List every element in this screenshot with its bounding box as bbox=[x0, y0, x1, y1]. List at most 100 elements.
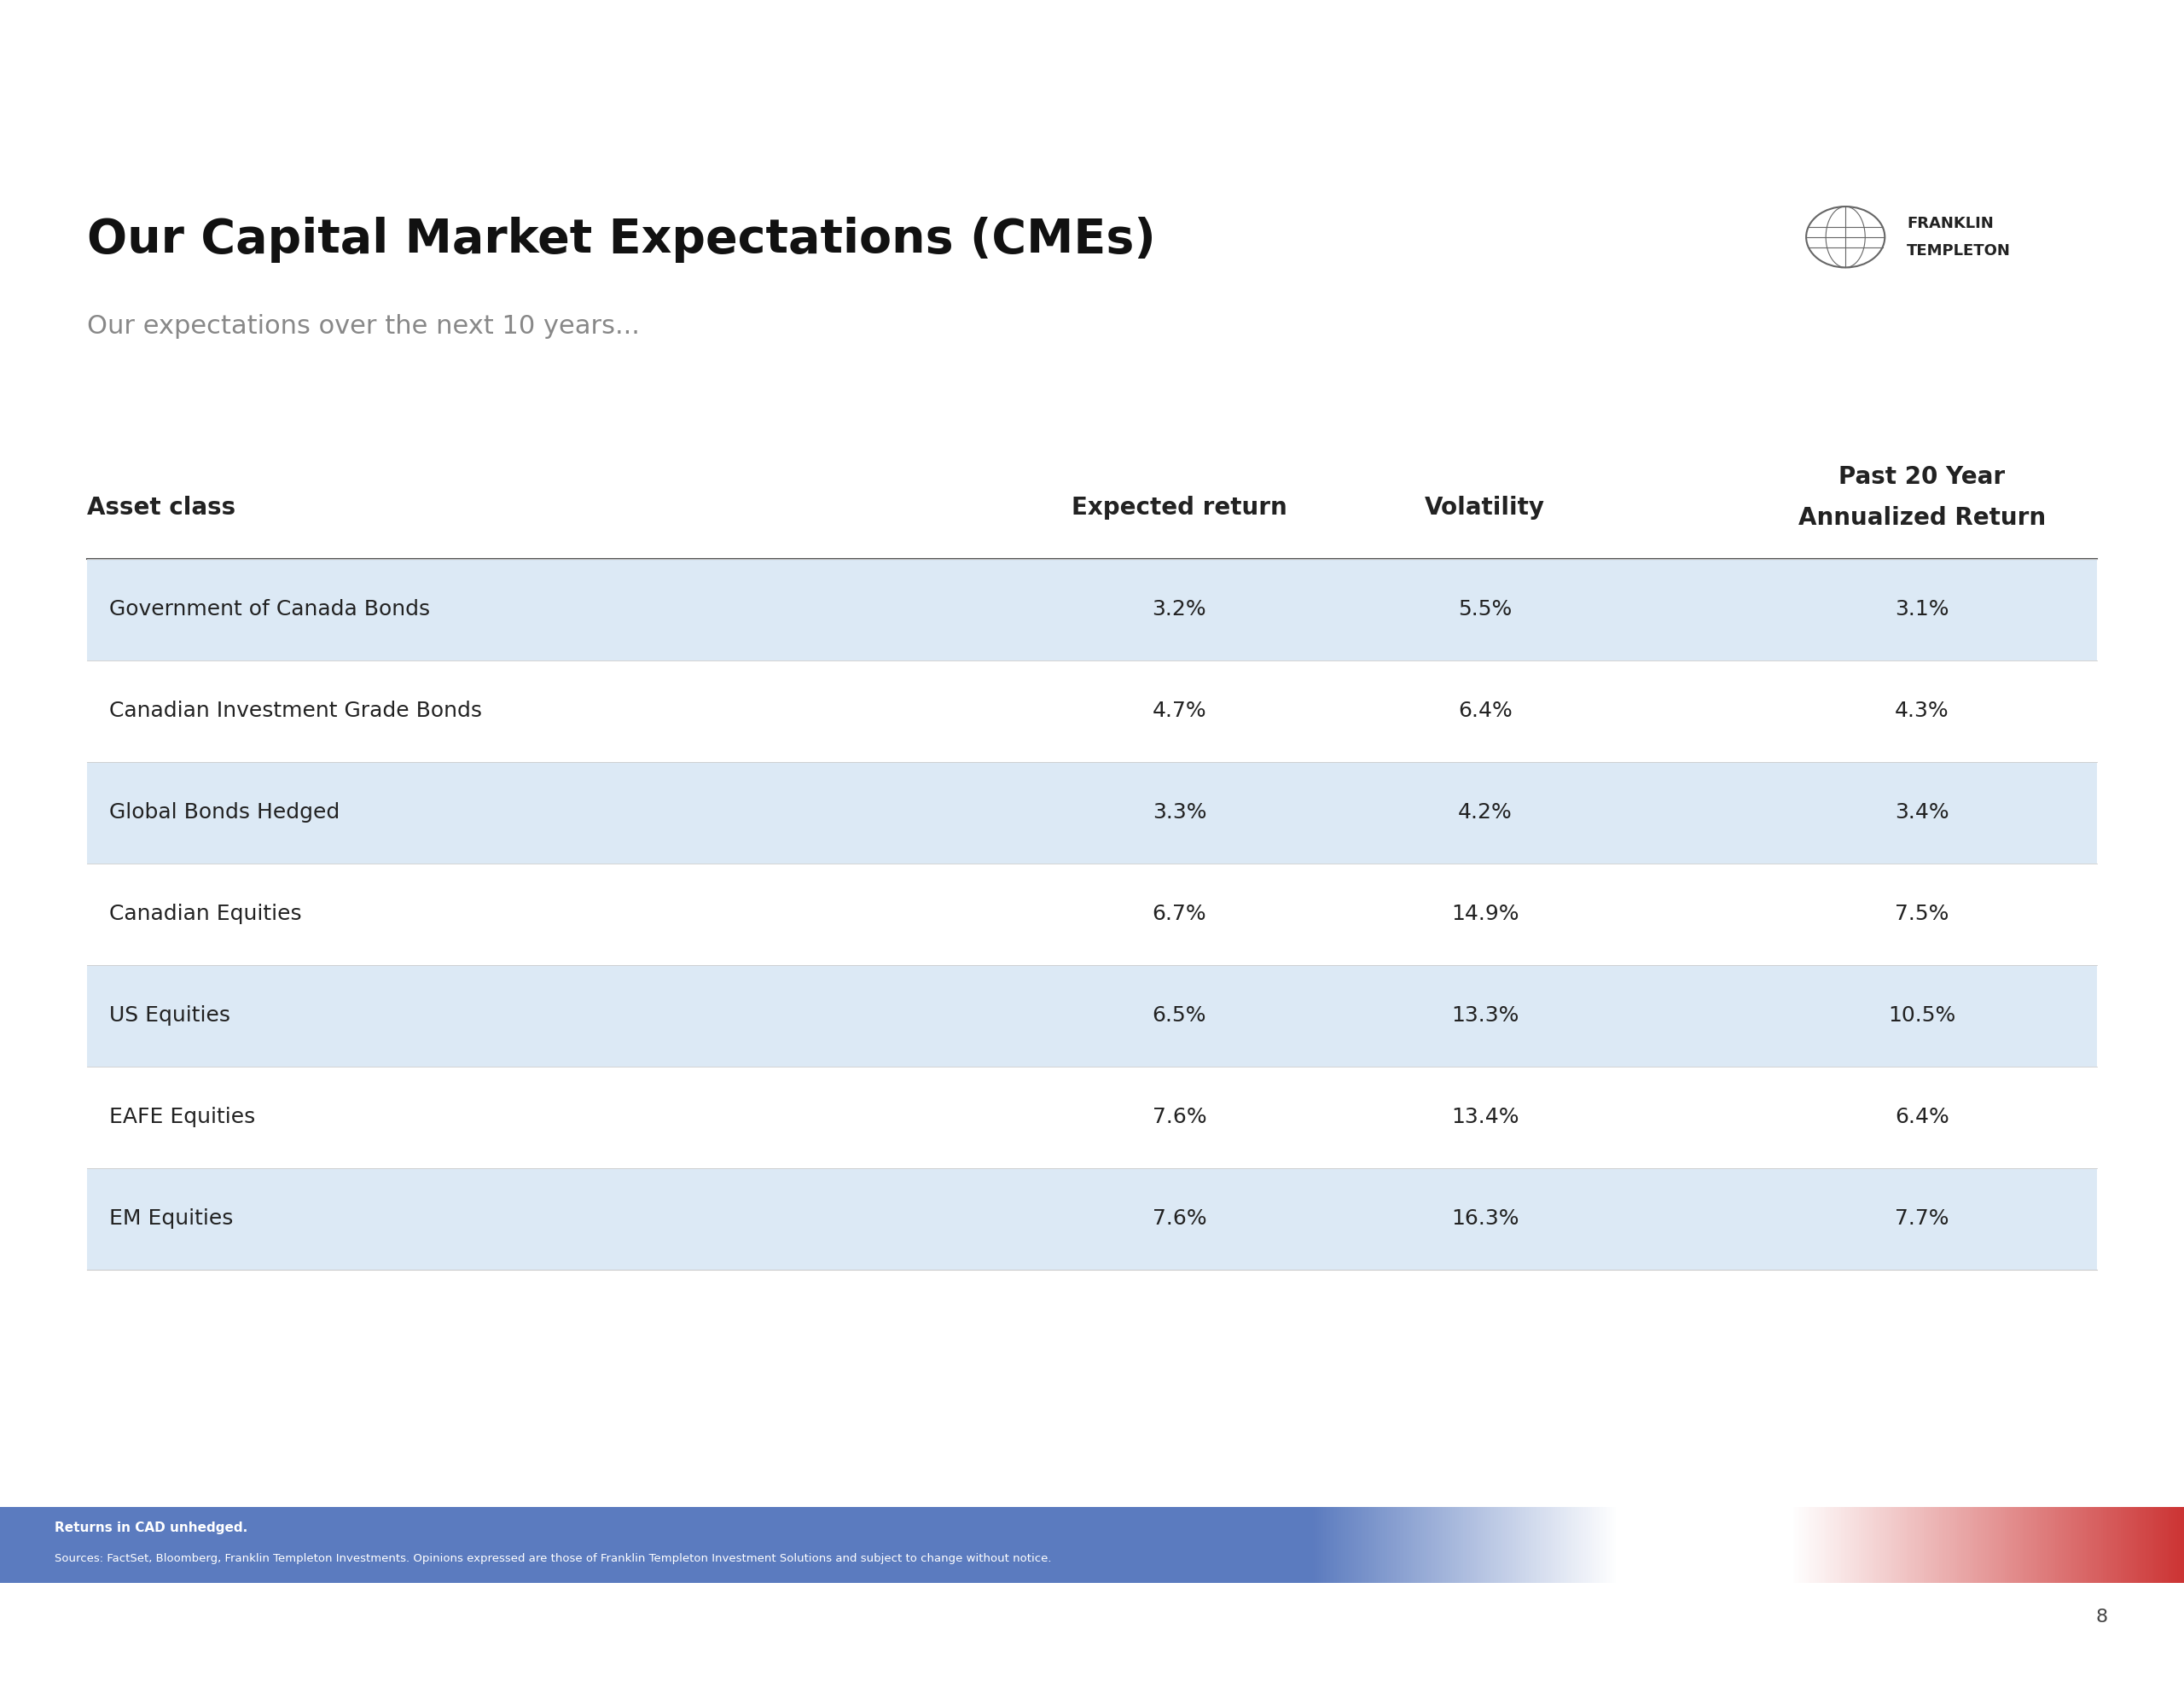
Bar bbox=[1559, 1507, 1564, 1583]
Text: 4.7%: 4.7% bbox=[1153, 701, 1206, 721]
Bar bbox=[1597, 1507, 1601, 1583]
Bar bbox=[1455, 1507, 1459, 1583]
Bar bbox=[1450, 1507, 1455, 1583]
Bar bbox=[2009, 1507, 2014, 1583]
Bar bbox=[2134, 1507, 2138, 1583]
Bar bbox=[87, 762, 2097, 863]
Bar bbox=[1900, 1507, 1904, 1583]
Bar bbox=[1396, 1507, 1400, 1583]
Bar bbox=[1470, 1507, 1474, 1583]
Bar bbox=[1516, 1507, 1520, 1583]
Bar bbox=[2158, 1507, 2162, 1583]
Bar bbox=[1684, 1507, 1688, 1583]
Text: 10.5%: 10.5% bbox=[1889, 1006, 1955, 1026]
Bar bbox=[2049, 1507, 2053, 1583]
Bar bbox=[1476, 1507, 1481, 1583]
Bar bbox=[1970, 1507, 1974, 1583]
Text: Annualized Return: Annualized Return bbox=[1797, 506, 2046, 530]
Bar bbox=[2033, 1507, 2038, 1583]
Text: 6.4%: 6.4% bbox=[1896, 1107, 1948, 1128]
Bar bbox=[1804, 1507, 1808, 1583]
Bar bbox=[1896, 1507, 1900, 1583]
Bar bbox=[1913, 1507, 1918, 1583]
Bar bbox=[1690, 1507, 1695, 1583]
Bar bbox=[1662, 1507, 1666, 1583]
Bar bbox=[1481, 1507, 1485, 1583]
Text: Our Capital Market Expectations (CMEs): Our Capital Market Expectations (CMEs) bbox=[87, 217, 1155, 262]
Bar bbox=[1575, 1507, 1579, 1583]
Bar bbox=[2079, 1507, 2084, 1583]
Bar bbox=[2084, 1507, 2088, 1583]
Bar bbox=[2011, 1507, 2016, 1583]
Bar bbox=[1385, 1507, 1389, 1583]
Bar bbox=[2035, 1507, 2040, 1583]
Bar bbox=[1398, 1507, 1402, 1583]
Bar bbox=[1507, 1507, 1511, 1583]
Bar bbox=[2136, 1507, 2140, 1583]
Bar bbox=[1922, 1507, 1926, 1583]
Bar bbox=[1326, 1507, 1330, 1583]
Bar bbox=[2125, 1507, 2129, 1583]
Bar bbox=[1937, 1507, 1942, 1583]
Bar bbox=[1623, 1507, 1627, 1583]
Bar bbox=[1926, 1507, 1931, 1583]
Bar bbox=[1738, 1507, 1743, 1583]
Bar bbox=[1310, 1507, 1315, 1583]
Bar bbox=[1878, 1507, 1883, 1583]
Bar bbox=[1317, 1507, 1321, 1583]
Bar bbox=[1356, 1507, 1361, 1583]
Bar bbox=[1354, 1507, 1358, 1583]
Bar bbox=[2129, 1507, 2134, 1583]
Bar bbox=[1824, 1507, 1828, 1583]
Bar bbox=[1601, 1507, 1605, 1583]
Bar bbox=[1865, 1507, 1870, 1583]
Bar bbox=[1845, 1507, 1850, 1583]
Bar bbox=[2138, 1507, 2143, 1583]
Bar bbox=[1614, 1507, 1618, 1583]
Bar bbox=[1872, 1507, 1876, 1583]
Bar bbox=[1361, 1507, 1365, 1583]
Bar bbox=[1948, 1507, 1952, 1583]
Bar bbox=[1367, 1507, 1372, 1583]
Bar bbox=[1483, 1507, 1487, 1583]
Bar bbox=[1313, 1507, 1317, 1583]
Bar bbox=[1904, 1507, 1909, 1583]
Bar bbox=[1911, 1507, 1915, 1583]
Bar bbox=[2127, 1507, 2132, 1583]
Bar bbox=[1972, 1507, 1977, 1583]
Bar bbox=[1348, 1507, 1352, 1583]
Bar bbox=[1393, 1507, 1398, 1583]
Bar bbox=[1907, 1507, 1911, 1583]
Bar bbox=[1918, 1507, 1922, 1583]
Bar bbox=[2147, 1507, 2151, 1583]
Bar bbox=[1985, 1507, 1990, 1583]
Text: 6.7%: 6.7% bbox=[1153, 904, 1206, 924]
Bar bbox=[1315, 1507, 1319, 1583]
Bar bbox=[1717, 1507, 1721, 1583]
Bar bbox=[1548, 1507, 1553, 1583]
Bar bbox=[1998, 1507, 2003, 1583]
Text: 16.3%: 16.3% bbox=[1450, 1209, 1520, 1229]
Bar bbox=[2099, 1507, 2103, 1583]
Bar bbox=[1863, 1507, 1867, 1583]
Text: Expected return: Expected return bbox=[1072, 496, 1286, 520]
Bar bbox=[1752, 1507, 1756, 1583]
Bar bbox=[1797, 1507, 1802, 1583]
Bar bbox=[2062, 1507, 2066, 1583]
Text: Volatility: Volatility bbox=[1424, 496, 1546, 520]
Bar bbox=[1915, 1507, 1920, 1583]
Bar bbox=[1760, 1507, 1765, 1583]
Bar bbox=[1673, 1507, 1677, 1583]
Bar bbox=[1374, 1507, 1378, 1583]
Bar bbox=[1435, 1507, 1439, 1583]
Bar bbox=[1324, 1507, 1328, 1583]
Bar bbox=[1618, 1507, 1623, 1583]
Bar bbox=[1645, 1507, 1649, 1583]
Bar bbox=[1981, 1507, 1985, 1583]
Bar bbox=[1867, 1507, 1872, 1583]
Bar bbox=[1627, 1507, 1631, 1583]
Bar bbox=[2171, 1507, 2175, 1583]
Text: 3.4%: 3.4% bbox=[1896, 802, 1948, 823]
Bar bbox=[1946, 1507, 1950, 1583]
Bar bbox=[2077, 1507, 2081, 1583]
